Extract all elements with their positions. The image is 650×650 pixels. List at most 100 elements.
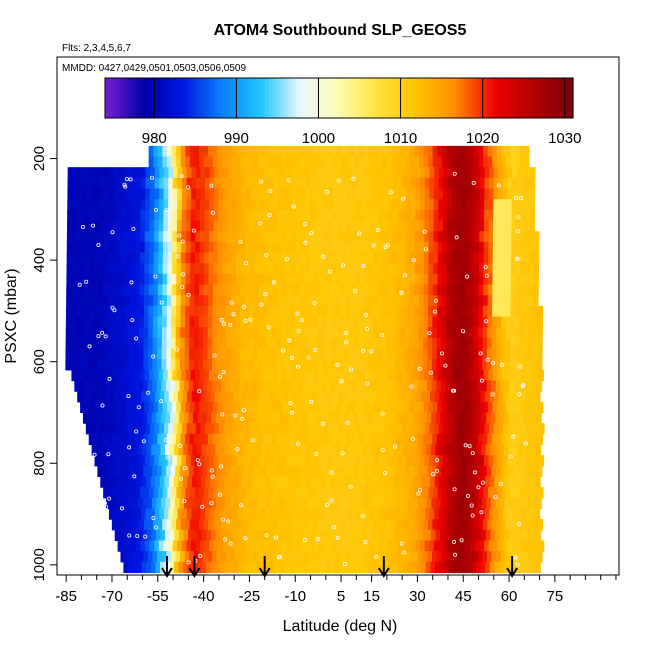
heatmap-cell (521, 177, 527, 190)
flight-arrow (161, 556, 173, 578)
heatmap-cell (126, 231, 132, 243)
heatmap-cell (337, 209, 343, 222)
heatmap-cell (354, 284, 361, 296)
heatmap-cell (295, 284, 301, 296)
heatmap-cell (81, 167, 87, 179)
heatmap-cell (360, 423, 366, 435)
heatmap-cell (537, 316, 543, 328)
heatmap-cell (71, 199, 78, 211)
colorbar-frame (104, 77, 574, 119)
heatmap-cell (348, 529, 354, 542)
heatmap-cell (175, 519, 182, 531)
heatmap-cell (273, 209, 279, 222)
heatmap-cell (189, 348, 195, 360)
heatmap-cell (260, 508, 266, 520)
heatmap-cell (498, 188, 504, 200)
sample-marker (411, 258, 416, 263)
x-tick-label: 45 (455, 588, 472, 605)
heatmap-cell (414, 519, 420, 531)
heatmap-cell (194, 316, 200, 328)
heatmap-cell (355, 220, 361, 232)
heatmap-cell (479, 369, 485, 382)
heatmap-cell (445, 348, 451, 360)
heatmap-cell (172, 540, 178, 552)
sample-marker (423, 247, 428, 252)
heatmap-cell (336, 263, 343, 275)
heatmap-cell (436, 327, 443, 339)
heatmap-cell (157, 551, 163, 563)
heatmap-cell (530, 476, 537, 488)
heatmap-cell (183, 412, 189, 424)
heatmap-cell (154, 167, 160, 179)
heatmap-cell (377, 327, 383, 339)
heatmap-cell (447, 188, 453, 200)
heatmap-cell (377, 305, 383, 318)
heatmap-cell (160, 561, 166, 574)
heatmap-cell (112, 369, 118, 382)
colorbar-segment (261, 78, 266, 118)
heatmap-cell (80, 369, 86, 382)
heatmap-cell (400, 433, 406, 446)
heatmap-cell (298, 412, 304, 424)
heatmap-cell (537, 380, 543, 392)
heatmap-cell (350, 273, 356, 286)
heatmap-cell (491, 337, 497, 350)
heatmap-cell (273, 177, 279, 190)
heatmap-cell (340, 327, 346, 339)
heatmap-cell (296, 167, 302, 179)
heatmap-cell (537, 465, 543, 478)
heatmap-cell (189, 551, 195, 563)
heatmap-cell (327, 273, 333, 286)
heatmap-cell (261, 412, 267, 424)
heatmap-cell (93, 337, 99, 350)
sample-marker (92, 498, 97, 503)
heatmap-cell (183, 529, 189, 542)
heatmap-cell (447, 369, 453, 382)
heatmap-cell (189, 305, 195, 318)
heatmap-cell (499, 412, 506, 424)
heatmap-cell (240, 145, 246, 158)
heatmap-cell (241, 199, 247, 211)
heatmap-cell (272, 263, 278, 275)
heatmap-cell (138, 359, 144, 371)
heatmap-cell (464, 348, 470, 360)
heatmap-cell (153, 241, 160, 254)
heatmap-cell (364, 401, 370, 414)
heatmap-cell (415, 209, 421, 222)
sample-marker (209, 501, 214, 506)
heatmap-cell (148, 327, 154, 339)
heatmap-cell (340, 337, 346, 350)
heatmap-cell (500, 497, 506, 510)
heatmap-cell (286, 263, 292, 275)
heatmap-cell (505, 359, 511, 371)
heatmap-cell (167, 369, 173, 382)
heatmap-cell (287, 188, 293, 200)
heatmap-cell (189, 327, 195, 339)
heatmap-cell (391, 145, 397, 158)
heatmap-cell (109, 391, 115, 403)
heatmap-cell (110, 380, 117, 392)
heatmap-cell (253, 305, 260, 318)
heatmap-cell (463, 497, 469, 510)
heatmap-cell (360, 188, 366, 200)
heatmap-cell (305, 369, 311, 382)
heatmap-cell (254, 252, 260, 264)
sample-marker (443, 363, 448, 368)
heatmap-cell (157, 316, 163, 328)
x-tick-label: -55 (147, 588, 169, 605)
heatmap-cell (360, 241, 366, 254)
heatmap-cell (134, 305, 140, 318)
heatmap-cell (483, 231, 490, 243)
heatmap-cell (253, 551, 259, 563)
heatmap-cell (346, 241, 352, 254)
heatmap-cell (333, 423, 339, 435)
heatmap-cell (231, 401, 237, 414)
heatmap-cell (268, 487, 274, 499)
colorbar-segment (417, 78, 422, 118)
heatmap-cell (536, 529, 542, 542)
heatmap-cell (142, 444, 148, 456)
heatmap-cell (286, 231, 292, 243)
heatmap-cell (414, 273, 420, 286)
colorbar-segment (413, 78, 418, 118)
heatmap-cell (236, 263, 242, 275)
